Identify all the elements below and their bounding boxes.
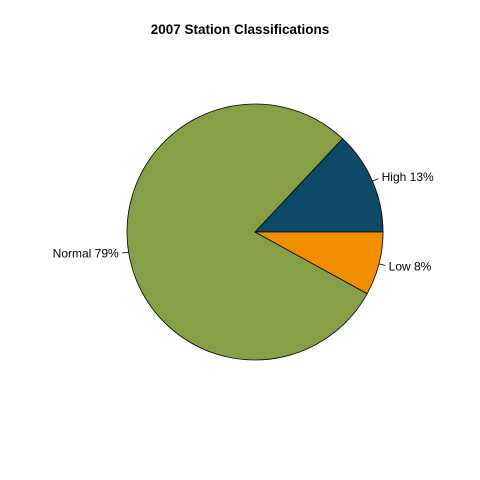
slice-label-normal-79: Normal 79%	[53, 247, 119, 261]
chart-title: 2007 Station Classifications	[150, 22, 330, 37]
leader-tick-high-13	[372, 178, 379, 182]
slice-label-low-8: Low 8%	[389, 259, 432, 273]
leader-tick-low-8	[378, 263, 386, 266]
pie-slice-low-8	[254, 231, 384, 295]
slice-label-high-13: High 13%	[382, 170, 434, 184]
leader-tick-normal-79	[122, 251, 129, 254]
